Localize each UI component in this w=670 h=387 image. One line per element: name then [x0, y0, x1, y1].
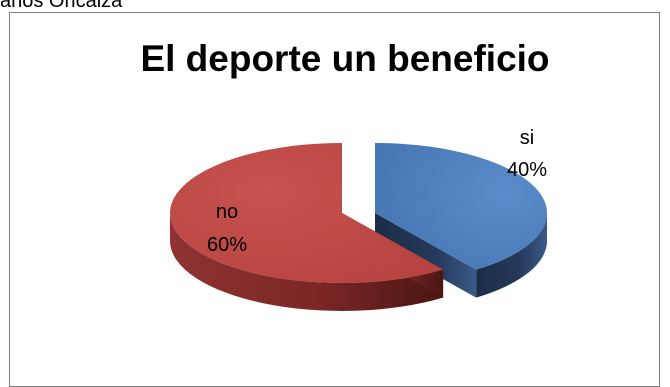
slice-no [170, 143, 444, 283]
slice-value-si: 40% [507, 159, 547, 181]
slice-label-si: si [520, 127, 534, 149]
page-header-text: anos Oricaiza [0, 0, 123, 12]
chart-title: El deporte un beneficio [140, 38, 549, 79]
slice-label-no: no [216, 201, 238, 223]
slice-value-no: 60% [207, 234, 247, 256]
slice-si [375, 143, 547, 270]
slice-cut-si-1 [375, 213, 477, 298]
pie-slices [170, 143, 547, 311]
slice-side-si [476, 213, 547, 298]
slice-side-no [170, 213, 444, 311]
